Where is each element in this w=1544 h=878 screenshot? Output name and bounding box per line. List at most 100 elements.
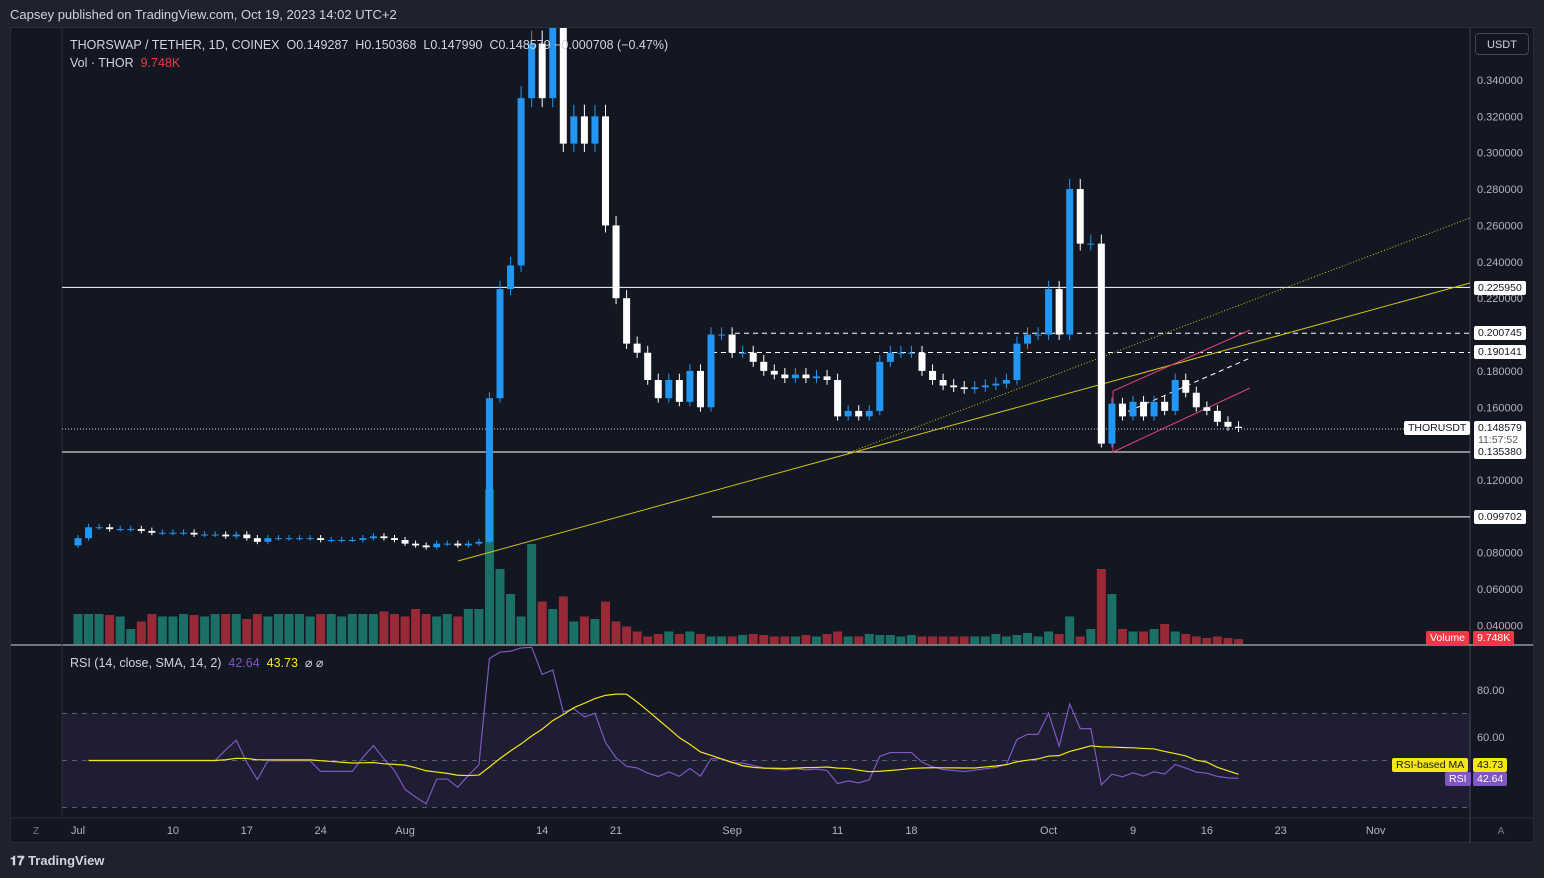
time-tick: 14	[536, 825, 548, 837]
volume-bar	[759, 635, 769, 644]
candle-body	[106, 527, 114, 530]
candle-body	[1076, 189, 1084, 244]
volume-bar	[295, 614, 305, 644]
candle-body	[591, 116, 599, 144]
volume-bar	[421, 614, 431, 644]
candle-body	[1108, 403, 1116, 444]
volume-bar	[516, 616, 526, 644]
volume-bar	[1128, 631, 1138, 644]
volume-bar	[864, 634, 874, 644]
volume-bar	[1075, 636, 1085, 644]
volume-bar	[685, 631, 695, 644]
candle-body	[1087, 243, 1095, 245]
candle-body	[169, 532, 177, 534]
volume-bar	[738, 635, 748, 644]
volume-bar	[221, 614, 231, 644]
volume-bar	[959, 636, 969, 644]
chart-frame[interactable]	[10, 27, 1534, 843]
time-tick: 21	[610, 825, 622, 837]
candle-body	[960, 387, 968, 390]
candle-body	[317, 538, 325, 541]
change-value: −0.000708 (−0.47%)	[554, 38, 669, 52]
candle-body	[929, 370, 937, 381]
candle-body	[770, 370, 778, 375]
rsi-ma-line	[88, 693, 1239, 777]
candle-body	[443, 543, 451, 545]
volume-legend-value: 9.748K	[140, 56, 181, 70]
candle-body	[338, 540, 346, 542]
volume-bar	[442, 614, 452, 644]
rsi-tag-label: RSI	[1445, 772, 1471, 786]
candle-body	[95, 527, 103, 529]
high-value: H0.150368	[355, 38, 417, 52]
volume-bar	[833, 631, 843, 644]
volume-bar	[548, 609, 558, 644]
volume-bar	[284, 614, 294, 644]
candle-body	[559, 28, 567, 144]
price-tick: 0.080000	[1477, 548, 1523, 560]
volume-bar	[1086, 629, 1096, 644]
time-tick: 24	[315, 825, 327, 837]
volume-bar	[928, 636, 938, 644]
candle-body	[116, 529, 124, 531]
auto-scale-icon[interactable]: A	[1498, 826, 1505, 837]
candle-body	[1235, 426, 1242, 429]
volume-legend-label[interactable]: Vol · THOR	[70, 56, 134, 70]
volume-bar	[991, 634, 1001, 644]
rsi-legend-label[interactable]: RSI (14, close, SMA, 14, 2)	[70, 656, 222, 670]
currency-button[interactable]: USDT	[1475, 33, 1529, 55]
candle-body	[1140, 401, 1148, 417]
candle-body	[1013, 343, 1021, 381]
candle-body	[686, 370, 694, 402]
volume-bar	[210, 614, 220, 644]
candle-body	[422, 545, 430, 548]
candle-body	[981, 385, 989, 388]
candle-body	[865, 410, 873, 417]
volume-bar	[411, 609, 421, 644]
level-label: 0.099702	[1474, 510, 1526, 524]
time-tick: Sep	[722, 825, 742, 837]
bar-countdown: 11:57:52	[1478, 434, 1519, 446]
price-tick: 0.340000	[1477, 75, 1523, 87]
price-tick: 0.220000	[1477, 293, 1523, 305]
rsi-legend-icons: ⌀ ⌀	[304, 656, 324, 670]
zoom-out-icon[interactable]: Z	[33, 826, 39, 837]
footer-brand: TradingView	[28, 853, 105, 868]
volume-bar	[569, 621, 579, 644]
symbol-title[interactable]: THORSWAP / TETHER, 1D, COINEX	[70, 38, 280, 52]
price-tick: 0.160000	[1477, 402, 1523, 414]
candle-body	[1024, 334, 1031, 344]
volume-bar	[400, 616, 410, 644]
symbol-legend: THORSWAP / TETHER, 1D, COINEX O0.149287 …	[70, 36, 668, 72]
candle-body	[834, 380, 842, 417]
volume-tag-value: 9.748K	[1473, 631, 1515, 645]
candle-body	[1161, 401, 1169, 411]
time-tick: Nov	[1366, 825, 1386, 837]
open-value: O0.149287	[286, 38, 349, 52]
volume-bar	[590, 619, 600, 644]
rsi-tag-value: 42.64	[1473, 772, 1508, 786]
candle-body	[475, 541, 483, 544]
time-tick: Jul	[71, 825, 85, 837]
candle-body	[580, 116, 588, 144]
tradingview-logo[interactable]: 𝟏𝟕 TradingView	[10, 853, 104, 869]
candle-body	[918, 352, 926, 371]
volume-bar	[1149, 629, 1159, 644]
candle-body	[507, 265, 515, 290]
candle-body	[528, 43, 536, 99]
volume-bar	[1044, 631, 1054, 644]
candle-body	[939, 380, 947, 386]
candle-body	[391, 538, 398, 541]
volume-bar	[1107, 594, 1117, 644]
candle-body	[844, 410, 852, 417]
price-tick: 0.120000	[1477, 475, 1523, 487]
candle-body	[148, 530, 156, 533]
volume-bar	[1096, 569, 1106, 644]
candle-body	[412, 543, 420, 546]
candle-body	[781, 374, 789, 379]
candle-body	[992, 383, 1000, 386]
candle-body	[401, 540, 409, 544]
volume-bar	[790, 636, 800, 644]
time-tick: 11	[832, 825, 843, 837]
